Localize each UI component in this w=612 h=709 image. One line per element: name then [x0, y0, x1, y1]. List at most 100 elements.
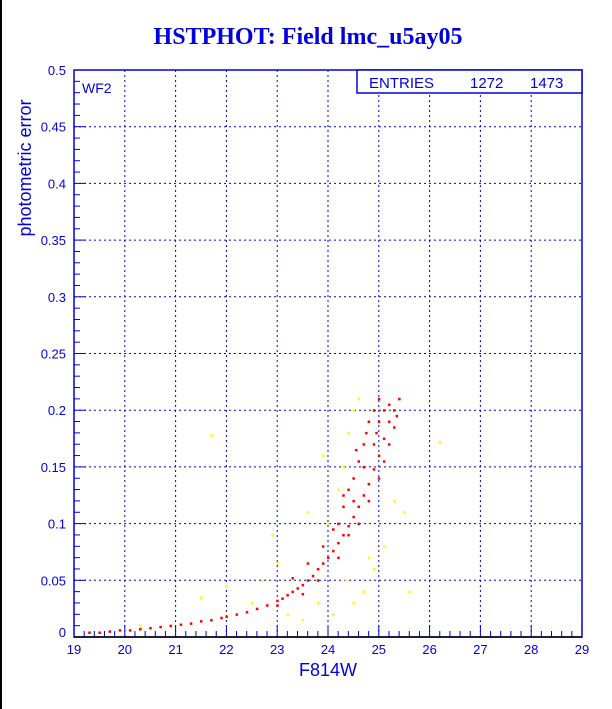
- y-axis-label: photometric error: [15, 99, 35, 236]
- data-point: [382, 460, 386, 463]
- y-tick-label: 0.1: [48, 517, 66, 532]
- data-point: [316, 567, 320, 571]
- data-point: [159, 625, 162, 629]
- data-point: [316, 601, 320, 605]
- data-point: [286, 594, 289, 597]
- data-point: [347, 524, 350, 528]
- data-point: [375, 431, 378, 435]
- y-tick-label: 0.25: [41, 347, 66, 362]
- data-point: [382, 545, 386, 548]
- data-point: [342, 494, 345, 497]
- x-tick-label: 28: [524, 642, 538, 657]
- data-point: [387, 443, 391, 446]
- data-point: [372, 409, 376, 412]
- data-point: [210, 618, 213, 622]
- data-point: [393, 426, 396, 429]
- data-point: [332, 528, 335, 531]
- data-point: [362, 443, 366, 446]
- data-point: [377, 477, 381, 480]
- data-point: [395, 414, 399, 418]
- data-point: [296, 587, 300, 590]
- data-point: [352, 499, 355, 503]
- data-point: [260, 579, 264, 582]
- chart-title: HSTPHOT: Field lmc_u5ay05: [153, 24, 463, 50]
- x-tick-label: 23: [270, 642, 284, 657]
- x-tick-label: 20: [118, 642, 132, 657]
- data-point: [367, 499, 371, 503]
- data-point: [210, 434, 213, 437]
- data-point: [332, 549, 335, 553]
- y-tick-label: 0.45: [41, 120, 66, 135]
- y-tick-label: 0.2: [48, 403, 66, 418]
- data-point: [337, 556, 340, 560]
- data-point: [387, 420, 391, 424]
- data-point: [321, 545, 325, 548]
- data-point: [189, 622, 193, 625]
- data-point: [225, 615, 228, 619]
- data-point: [393, 499, 396, 503]
- data-point: [337, 522, 340, 526]
- data-point: [357, 397, 360, 401]
- data-point: [276, 604, 279, 607]
- x-axis-label: F814W: [299, 660, 357, 680]
- data-point: [276, 562, 279, 565]
- data-point: [220, 616, 223, 620]
- data-point: [403, 511, 406, 514]
- data-point: [88, 631, 91, 634]
- data-point: [377, 397, 381, 401]
- data-point: [301, 583, 305, 587]
- data-point: [362, 465, 366, 469]
- data-point: [382, 437, 386, 441]
- data-point: [108, 630, 112, 633]
- data-point: [291, 577, 294, 580]
- data-point: [347, 431, 350, 435]
- data-point: [344, 579, 348, 582]
- data-point: [276, 599, 279, 603]
- data-point: [301, 592, 305, 596]
- data-point: [321, 562, 325, 565]
- data-point: [347, 533, 350, 537]
- data-point: [393, 409, 396, 412]
- x-tick-label: 27: [473, 642, 487, 657]
- data-point: [139, 624, 142, 628]
- data-point: [337, 488, 340, 492]
- data-point: [139, 628, 142, 631]
- x-tick-label: 21: [168, 642, 182, 657]
- data-point: [367, 482, 371, 486]
- data-point: [372, 443, 376, 446]
- data-point: [306, 562, 310, 565]
- axes: 19 20 21 22 23 24 25 26 27 28 29 0 0.05 0.1 0.15 0.2 0.2…: [41, 63, 590, 657]
- data-point: [365, 431, 368, 435]
- data-point: [118, 629, 122, 632]
- x-tick-label: 29: [575, 642, 589, 657]
- data-point: [408, 590, 411, 594]
- data-point: [286, 613, 289, 616]
- data-point: [352, 515, 355, 519]
- data-point: [327, 556, 330, 560]
- data-point: [321, 454, 325, 458]
- y-tick-label: 0.3: [48, 290, 66, 305]
- data-point: [357, 505, 360, 509]
- data-point: [128, 629, 132, 632]
- data-point: [362, 494, 366, 497]
- data-point: [337, 541, 340, 545]
- data-point: [342, 465, 345, 469]
- data-point: [357, 522, 360, 526]
- data-point: [352, 409, 355, 412]
- data-point: [327, 522, 330, 526]
- data-point: [281, 597, 284, 600]
- data-point: [352, 601, 355, 605]
- data-point: [354, 448, 358, 452]
- data-point: [200, 596, 203, 599]
- data-point: [357, 460, 360, 463]
- data-point: [291, 590, 294, 594]
- data-points: [88, 397, 442, 634]
- stats-label: ENTRIES: [369, 75, 434, 92]
- annotation-wf2: WF2: [82, 80, 112, 96]
- data-point: [311, 574, 315, 578]
- y-tick-label: 0.05: [41, 573, 66, 588]
- y-tick-label: 0.15: [41, 460, 66, 475]
- data-point: [342, 505, 345, 509]
- data-point: [98, 631, 101, 634]
